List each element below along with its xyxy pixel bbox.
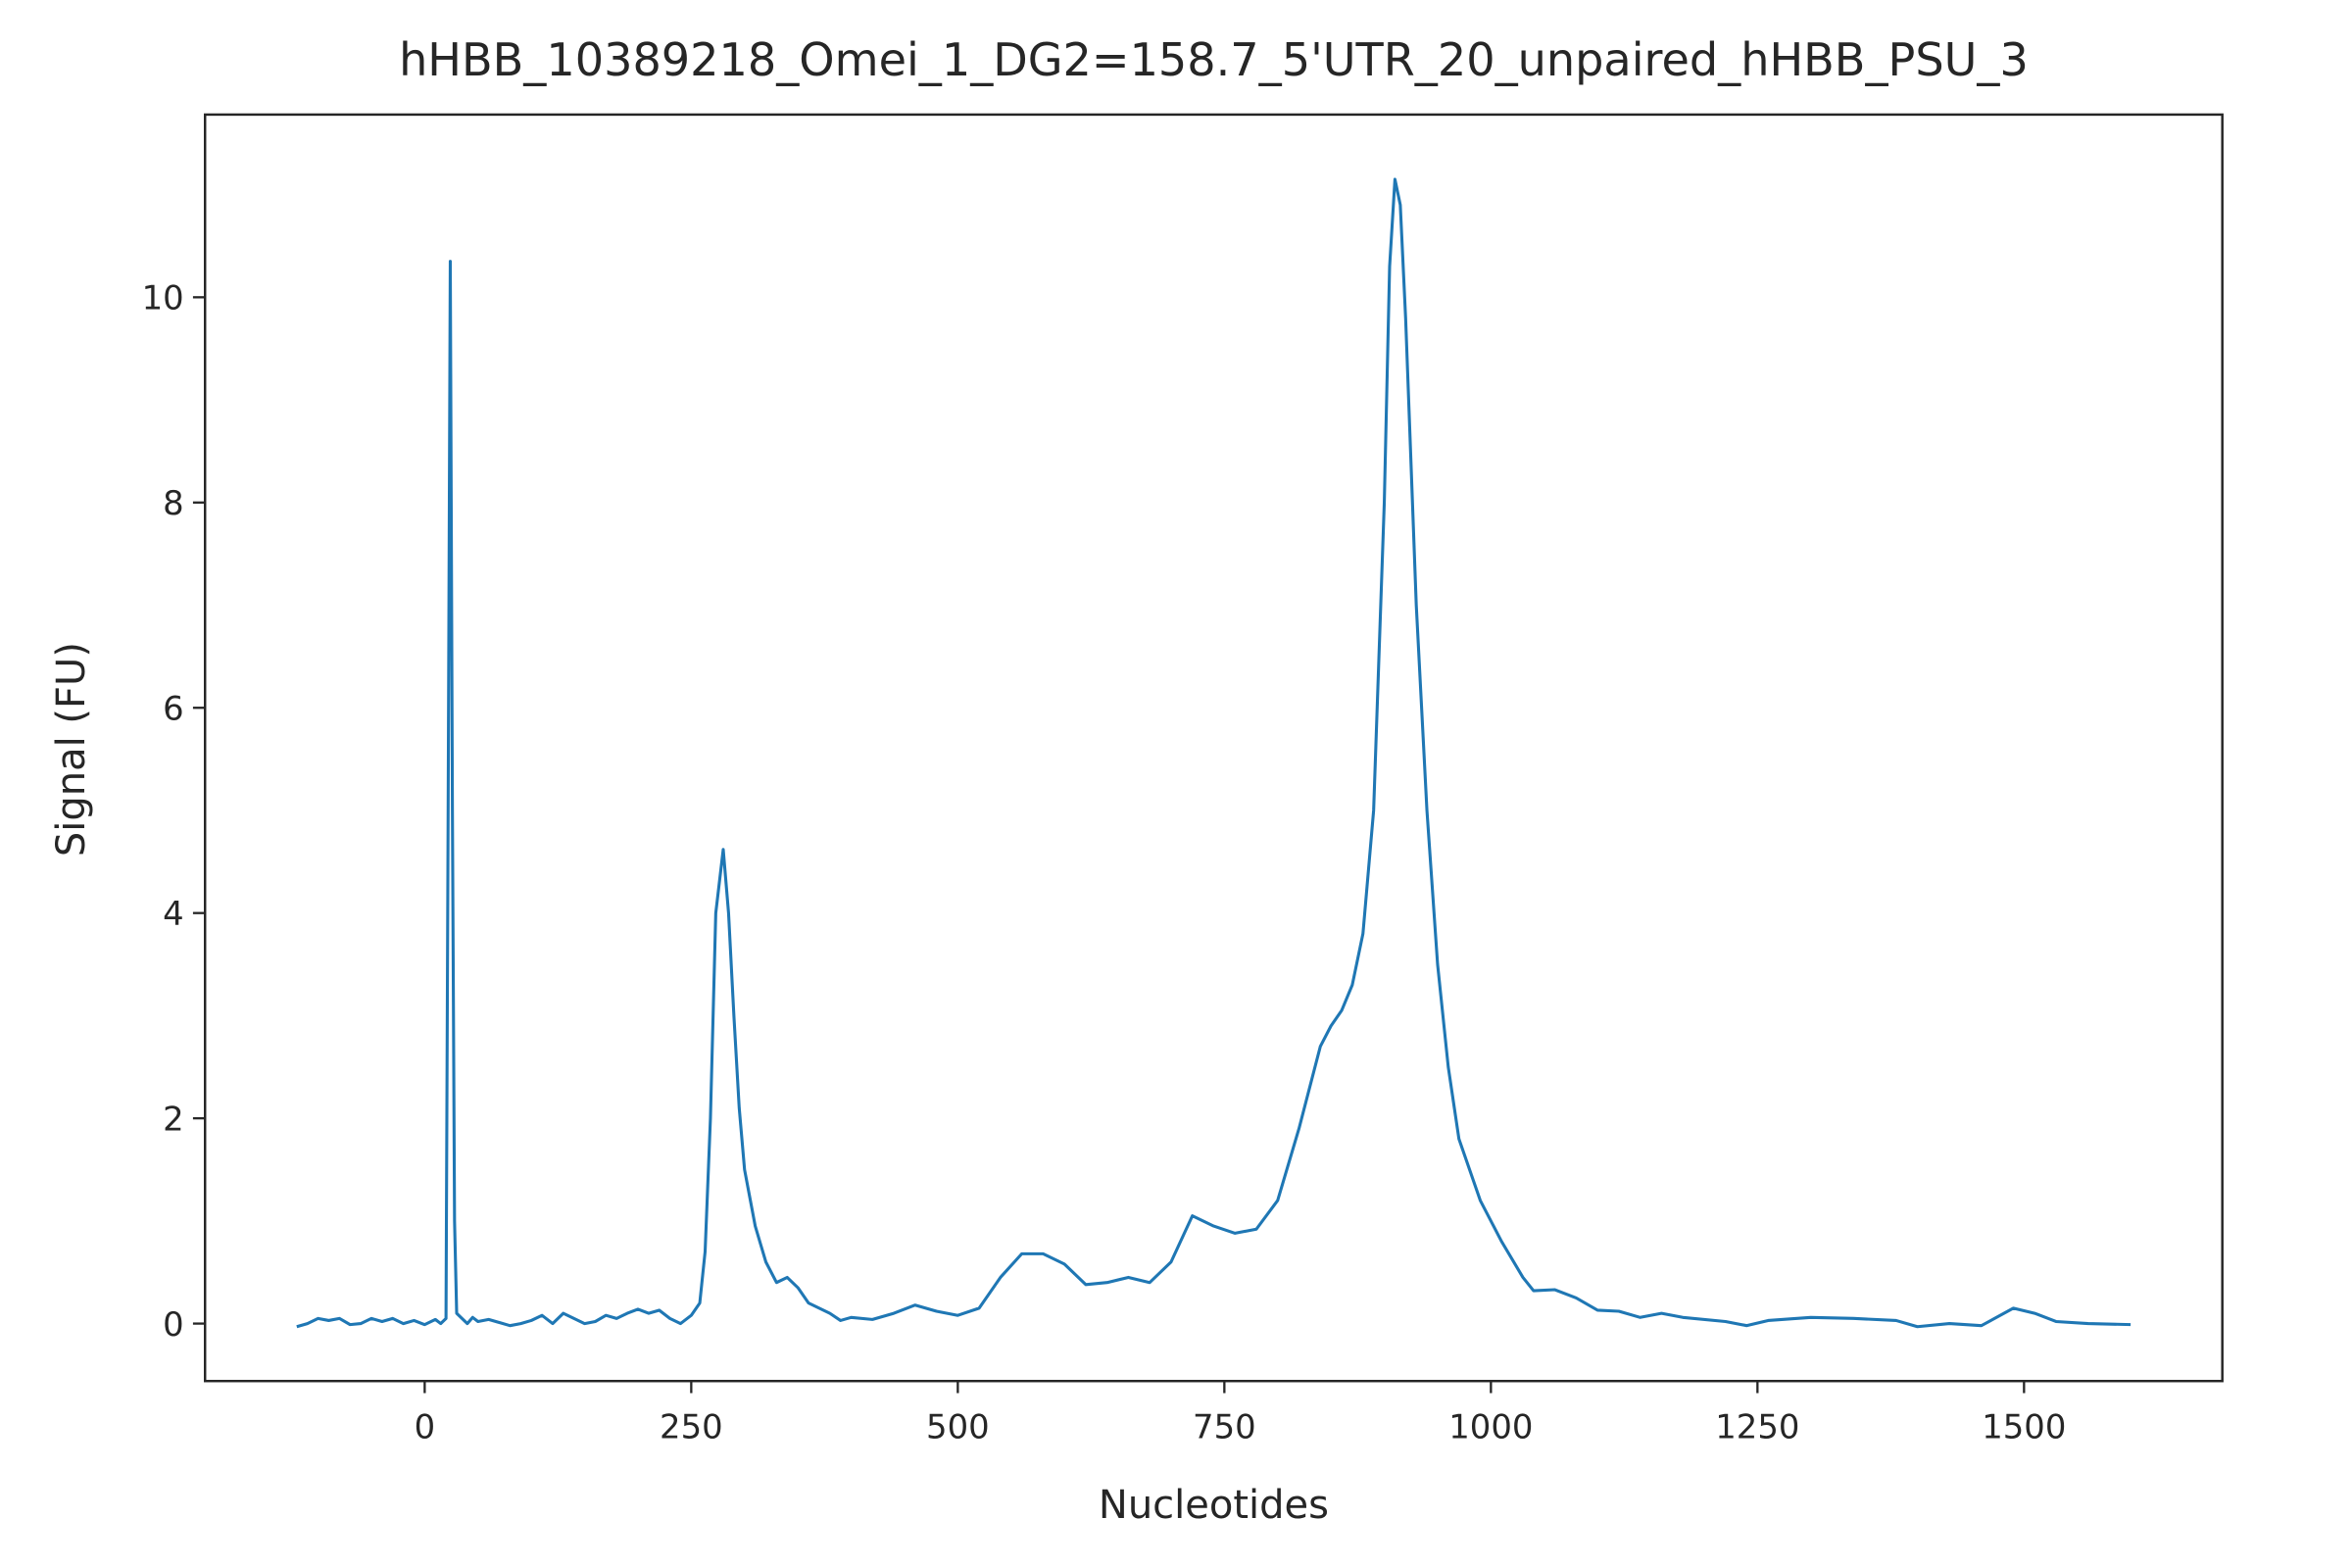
y-axis-label: Signal (FU)	[49, 642, 94, 857]
x-tick-label: 750	[1193, 1408, 1256, 1446]
axes-frame	[204, 113, 2224, 1383]
line-series	[296, 177, 2132, 1329]
y-tick-label: 0	[163, 1305, 184, 1344]
y-tick-label: 8	[163, 484, 184, 522]
x-axis-label: Nucleotides	[1099, 1483, 1329, 1528]
x-tick-label: 500	[926, 1408, 990, 1446]
y-tick-label: 4	[163, 895, 184, 933]
x-tick-label: 250	[660, 1408, 723, 1446]
x-tick-label: 1000	[1448, 1408, 1533, 1446]
x-tick-label: 1250	[1715, 1408, 1799, 1446]
x-tick-label: 0	[415, 1408, 436, 1446]
plot-area: 0 250 500 750 1000 1250 1500 0 2 4 6 8 10	[142, 177, 2132, 1446]
y-tick-label: 10	[142, 279, 184, 318]
x-tick-label: 1500	[1982, 1408, 2066, 1446]
y-tick-label: 2	[163, 1100, 184, 1138]
chart-title: hHBB_10389218_Omei_1_DG2=158.7_5'UTR_20_…	[399, 33, 2029, 86]
y-tick-label: 6	[163, 690, 184, 728]
